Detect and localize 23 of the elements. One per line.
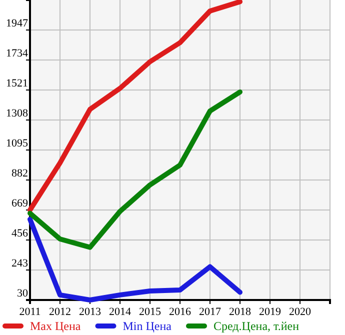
y-tick-label: 456 <box>12 228 28 240</box>
x-tick-label: 2011 <box>19 306 41 318</box>
y-tick-label: 1095 <box>6 138 28 150</box>
x-tick-label: 2015 <box>139 306 162 318</box>
x-tick-label: 2016 <box>169 306 192 318</box>
x-tick-label: 2013 <box>79 306 102 318</box>
x-tick-label: 2017 <box>199 306 222 318</box>
x-tick-label: 2018 <box>229 306 252 318</box>
y-tick-label: 30 <box>17 288 28 300</box>
legend-label: Сред.Цена, т.йен <box>214 319 300 333</box>
legend-label: Max Цена <box>30 319 82 333</box>
y-tick-label: 882 <box>12 168 28 180</box>
y-tick-label: 1521 <box>6 78 28 90</box>
y-tick-label: 1308 <box>6 108 28 120</box>
x-tick-label: 2020 <box>289 306 312 318</box>
x-tick-label: 2012 <box>49 306 71 318</box>
legend-label: Min Цена <box>122 319 172 333</box>
x-tick-label: 2014 <box>109 306 132 318</box>
x-tick-label: 2019 <box>259 306 282 318</box>
y-tick-label: 243 <box>12 258 28 270</box>
y-tick-label: 1947 <box>6 18 28 30</box>
y-tick-label: 669 <box>12 198 28 210</box>
y-tick-label: 1734 <box>6 48 28 60</box>
